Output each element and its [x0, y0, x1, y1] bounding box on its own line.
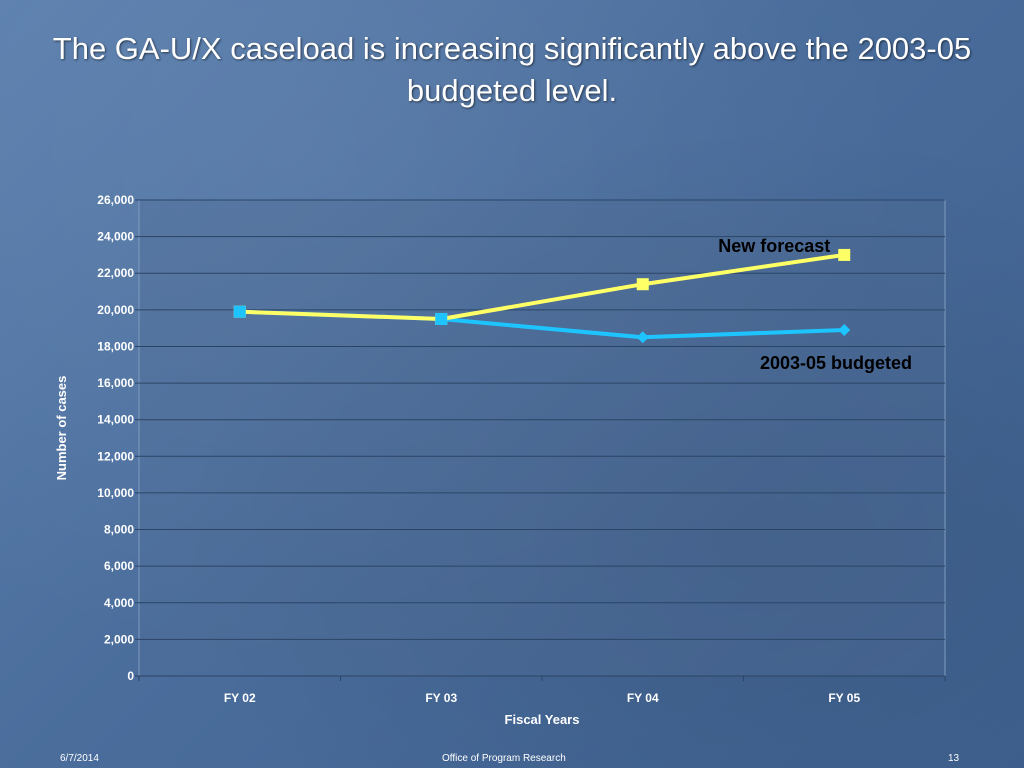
data-point-new-forecast [636, 278, 649, 291]
series-label-new-forecast: New forecast [718, 236, 830, 256]
series-lines [239, 252, 845, 340]
plot-area [138, 199, 946, 677]
data-point-budgeted [838, 323, 851, 336]
y-tick-label: 20,000 [97, 303, 134, 317]
y-axis-title: Number of cases [54, 376, 69, 481]
footer-page-number: 13 [948, 753, 960, 764]
x-tick-label: FY 04 [627, 691, 659, 705]
x-tick-label: FY 03 [425, 691, 457, 705]
y-tick-label: 16,000 [97, 376, 134, 390]
y-tick-label: 26,000 [97, 193, 134, 207]
slide-title: The GA-U/X caseload is increasing signif… [52, 31, 972, 108]
y-tick-label: 14,000 [97, 413, 134, 427]
series-label-budgeted: 2003-05 budgeted [760, 353, 912, 373]
y-tick-label: 6,000 [104, 559, 134, 573]
x-axis-ticks: FY 02 FY 03 FY 04 FY 05 [138, 675, 946, 705]
series-line-new-forecast [239, 252, 845, 321]
x-axis-title: Fiscal Years [505, 712, 580, 727]
y-tick-label: 22,000 [97, 266, 134, 280]
x-tick-label: FY 05 [828, 691, 860, 705]
data-point-budgeted-overlap [435, 313, 448, 325]
y-tick-label: 24,000 [97, 230, 134, 244]
plot-background [138, 199, 946, 677]
y-axis-ticks: 0 2,000 4,000 6,000 8,000 10,000 12,000 14,000 1… [97, 193, 139, 683]
y-tick-label: 8,000 [104, 523, 134, 537]
data-point-budgeted [636, 331, 649, 344]
x-tick-label: FY 02 [224, 691, 256, 705]
data-point-budgeted-overlap [233, 305, 246, 318]
footer-date: 6/7/2014 [60, 753, 99, 764]
y-tick-label: 4,000 [104, 596, 134, 610]
gridlines [139, 199, 945, 677]
data-point-new-forecast [838, 248, 851, 261]
series-markers [233, 248, 851, 344]
y-tick-label: 2,000 [104, 632, 134, 646]
y-tick-label: 10,000 [97, 486, 134, 500]
y-tick-label: 12,000 [97, 449, 134, 463]
y-tick-label: 18,000 [97, 339, 134, 353]
footer-source: Office of Program Research [442, 753, 566, 764]
y-tick-label: 0 [127, 669, 134, 683]
